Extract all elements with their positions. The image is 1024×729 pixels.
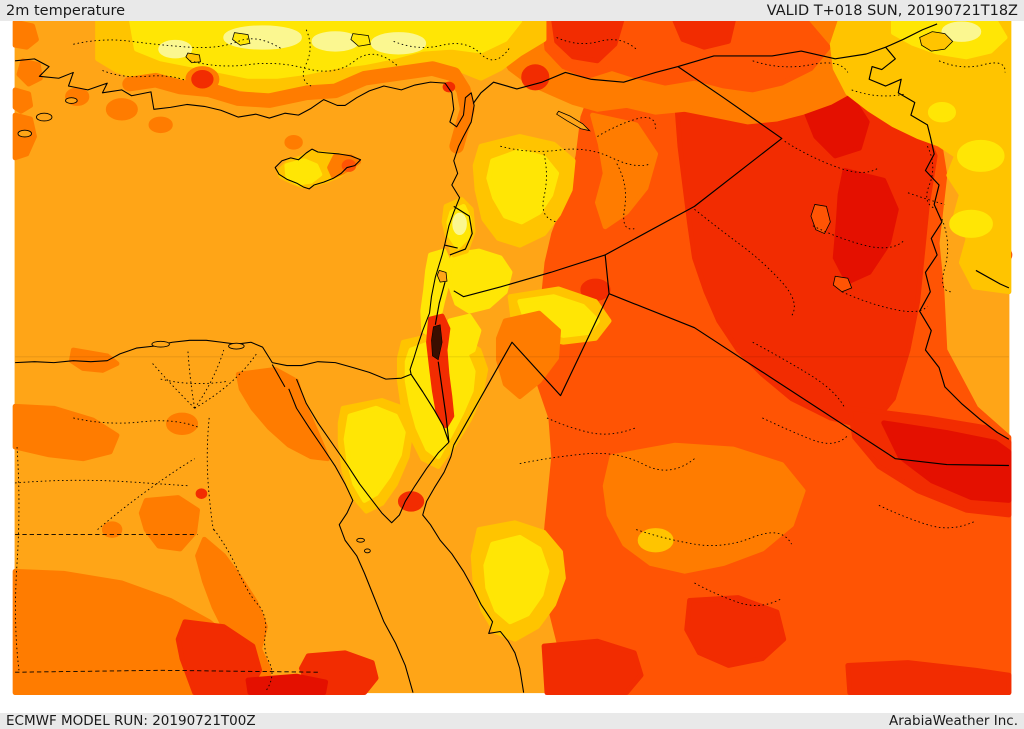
header-bar: 2m temperature VALID T+018 SUN, 20190721… [0,0,1024,21]
attribution-label: ArabiaWeather Inc. [888,713,1018,729]
footer-bar: ECMWF MODEL RUN: 20190721T00Z ArabiaWeat… [0,713,1024,729]
map-title: 2m temperature [6,2,126,19]
temperature-map [0,21,1024,713]
model-run-label: ECMWF MODEL RUN: 20190721T00Z [6,713,256,729]
temperature-map-svg [12,21,1013,696]
valid-time-label: VALID T+018 SUN, 20190721T18Z [766,2,1018,19]
